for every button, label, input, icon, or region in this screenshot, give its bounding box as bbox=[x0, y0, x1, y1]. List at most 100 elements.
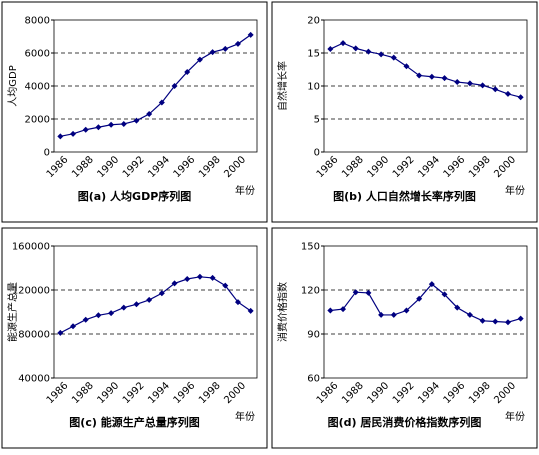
chart-title: 图(d) 居民消费价格指数序列图 bbox=[328, 415, 482, 429]
series-line bbox=[60, 34, 252, 137]
series-line bbox=[330, 42, 521, 98]
data-point bbox=[403, 307, 410, 314]
x-tick-label: 1994 bbox=[146, 380, 172, 406]
x-tick-label: 1990 bbox=[365, 154, 391, 180]
panel-border bbox=[271, 1, 538, 223]
panel-border bbox=[1, 1, 268, 223]
x-tick-label: 1988 bbox=[70, 154, 96, 180]
y-tick-label: 150 bbox=[301, 242, 320, 253]
x-tick-label: 1988 bbox=[340, 154, 366, 180]
x-tick-label: 2000 bbox=[222, 380, 248, 406]
y-axis-label: 人均GDP bbox=[7, 65, 19, 106]
data-point bbox=[492, 86, 499, 93]
x-tick-label: 1994 bbox=[146, 154, 172, 180]
data-point bbox=[390, 54, 397, 61]
data-point bbox=[378, 51, 385, 58]
y-tick-label: 90 bbox=[307, 330, 320, 341]
panel-border bbox=[1, 227, 268, 449]
y-tick-label: 8000 bbox=[25, 16, 50, 27]
x-tick-label: 1992 bbox=[391, 380, 417, 406]
data-point bbox=[158, 290, 165, 297]
y-tick-label: 80000 bbox=[18, 330, 50, 341]
series-line bbox=[60, 276, 251, 334]
data-point bbox=[108, 121, 115, 128]
x-tick-label: 2000 bbox=[492, 380, 518, 406]
x-tick-label: 1988 bbox=[340, 380, 366, 406]
panel-border bbox=[271, 227, 538, 449]
data-point bbox=[95, 312, 102, 319]
data-point bbox=[146, 111, 153, 118]
data-point bbox=[234, 40, 241, 47]
x-tick-label: 1988 bbox=[70, 380, 96, 406]
data-point bbox=[441, 291, 448, 298]
y-axis-label: 能源生产总量 bbox=[6, 282, 19, 342]
y-tick-label: 20 bbox=[307, 16, 320, 27]
data-point bbox=[517, 315, 524, 322]
data-point bbox=[428, 73, 435, 80]
x-axis-label: 年份 bbox=[505, 184, 525, 197]
data-point bbox=[378, 311, 385, 318]
x-tick-label: 1992 bbox=[121, 380, 147, 406]
x-tick-label: 1998 bbox=[197, 154, 223, 180]
data-point bbox=[222, 282, 229, 289]
data-point bbox=[133, 301, 140, 308]
data-point bbox=[340, 306, 347, 313]
data-point bbox=[365, 48, 372, 55]
data-point bbox=[209, 274, 216, 281]
data-point bbox=[416, 295, 423, 302]
x-tick-label: 1990 bbox=[365, 380, 391, 406]
data-point bbox=[82, 126, 89, 133]
y-tick-label: 6000 bbox=[25, 49, 50, 60]
data-point bbox=[365, 289, 372, 296]
x-tick-label: 1990 bbox=[95, 380, 121, 406]
data-point bbox=[504, 319, 511, 326]
plot-area bbox=[53, 245, 258, 379]
data-point bbox=[327, 307, 334, 314]
data-point bbox=[441, 75, 448, 82]
data-point bbox=[70, 323, 77, 330]
data-point bbox=[340, 40, 347, 47]
data-point bbox=[454, 79, 461, 86]
y-tick-label: 160000 bbox=[12, 242, 50, 253]
chart-title: 图(b) 人口自然增长率序列图 bbox=[333, 189, 476, 203]
data-point bbox=[133, 117, 140, 124]
y-tick-label: 0 bbox=[314, 148, 320, 159]
data-point bbox=[171, 83, 178, 89]
y-tick-label: 40000 bbox=[18, 374, 50, 385]
chart-title: 图(c) 能源生产总量序列图 bbox=[69, 415, 199, 429]
data-point bbox=[454, 304, 461, 311]
data-point bbox=[517, 94, 524, 101]
data-point bbox=[222, 45, 229, 52]
x-tick-label: 1996 bbox=[442, 380, 468, 406]
data-point bbox=[82, 316, 89, 323]
chart-title: 图(a) 人均GDP序列图 bbox=[78, 189, 192, 203]
data-point bbox=[327, 46, 334, 53]
data-point bbox=[108, 310, 115, 317]
data-point bbox=[479, 317, 486, 324]
data-point bbox=[95, 124, 102, 131]
x-tick-label: 1994 bbox=[416, 154, 442, 180]
y-axis-label: 自然增长率 bbox=[276, 61, 289, 111]
y-tick-label: 120000 bbox=[12, 286, 50, 297]
x-tick-label: 2000 bbox=[492, 154, 518, 180]
data-point bbox=[184, 276, 191, 282]
data-point bbox=[466, 80, 473, 87]
x-tick-label: 1994 bbox=[416, 380, 442, 406]
x-tick-label: 1998 bbox=[197, 380, 223, 406]
x-axis-label: 年份 bbox=[235, 184, 255, 197]
x-tick-label: 1992 bbox=[391, 154, 417, 180]
data-point bbox=[247, 307, 254, 314]
x-tick-label: 1996 bbox=[442, 154, 468, 180]
plot-area bbox=[323, 245, 528, 379]
y-tick-label: 120 bbox=[301, 286, 320, 297]
y-axis-label: 消费价格指数 bbox=[276, 282, 289, 342]
data-point bbox=[352, 45, 359, 52]
y-tick-label: 10 bbox=[307, 82, 320, 93]
data-point bbox=[209, 49, 216, 56]
data-point bbox=[57, 133, 64, 140]
data-point bbox=[184, 68, 191, 75]
data-point bbox=[428, 281, 435, 288]
